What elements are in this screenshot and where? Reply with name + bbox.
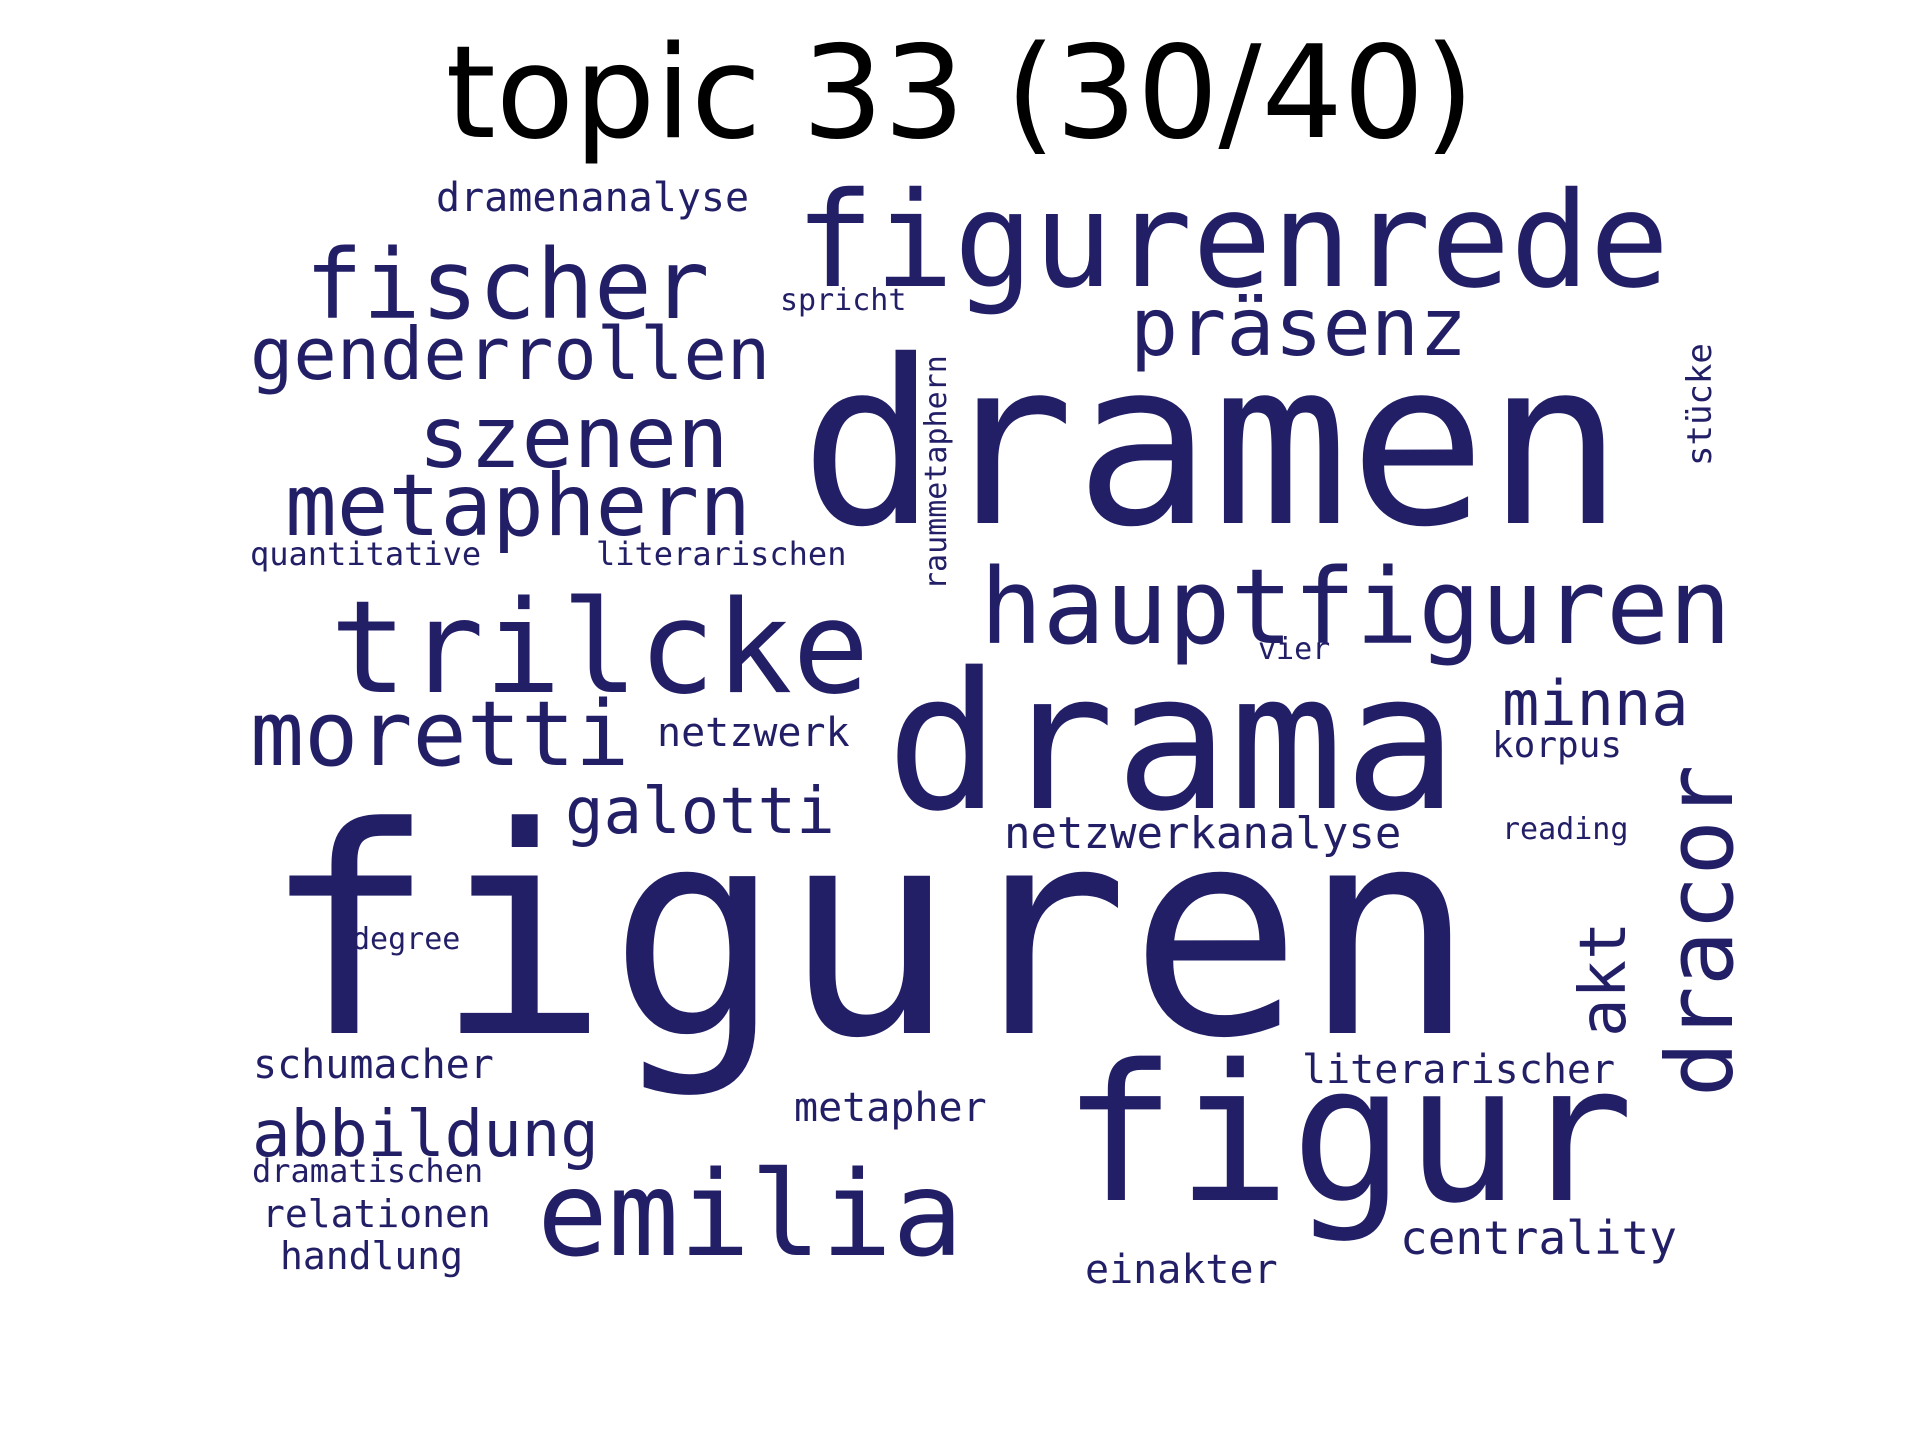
word-genderrollen: genderrollen (250, 312, 771, 396)
word-reading: reading (1502, 812, 1629, 847)
word-einakter: einakter (1085, 1247, 1278, 1293)
word-centrality: centrality (1400, 1211, 1677, 1265)
word-dramenanalyse: dramenanalyse (436, 175, 750, 221)
chart-title: topic 33 (30/40) (445, 19, 1475, 168)
word-netzwerk: netzwerk (657, 710, 850, 756)
word-stuecke: stücke (1680, 343, 1720, 466)
word-abbildung: abbildung (252, 1098, 599, 1172)
word-dramen: dramen (800, 311, 1624, 577)
word-literarischer: literarischer (1302, 1047, 1616, 1093)
word-handlung: handlung (280, 1234, 464, 1278)
word-dracor: dracor (1647, 764, 1754, 1097)
word-drama: drama (886, 632, 1458, 853)
word-raummetaphern: raummetaphern (919, 355, 954, 590)
word-literarischen: literarischen (596, 535, 847, 573)
word-dramatischen: dramatischen (252, 1152, 484, 1190)
word-relationen: relationen (262, 1192, 491, 1236)
word-praesenz: präsenz (1130, 281, 1468, 374)
word-galotti: galotti (565, 775, 835, 849)
word-degree: degree (352, 922, 461, 957)
word-fischer: fischer (305, 229, 710, 341)
word-korpus: korpus (1492, 725, 1623, 766)
word-quantitative: quantitative (250, 535, 482, 573)
word-emilia: emilia (537, 1145, 964, 1283)
word-trilcke: trilcke (330, 574, 870, 723)
word-metaphern: metaphern (285, 456, 751, 556)
word-szenen: szenen (418, 388, 729, 488)
word-metapher: metapher (794, 1085, 987, 1131)
word-hauptfiguren: hauptfiguren (980, 546, 1732, 668)
word-netzwerkanalyse: netzwerkanalyse (1004, 808, 1402, 859)
word-vier: vier (1258, 632, 1331, 667)
word-figuren: figuren (262, 766, 1476, 1101)
word-spricht: spricht (780, 283, 907, 318)
word-schumacher: schumacher (253, 1042, 494, 1088)
word-minna: minna (1502, 667, 1689, 740)
word-akt: akt (1567, 921, 1641, 1037)
word-figur: figur (1062, 1024, 1634, 1245)
word-moretti: moretti (250, 682, 630, 787)
word-figurenrede: figurenrede (795, 164, 1670, 318)
